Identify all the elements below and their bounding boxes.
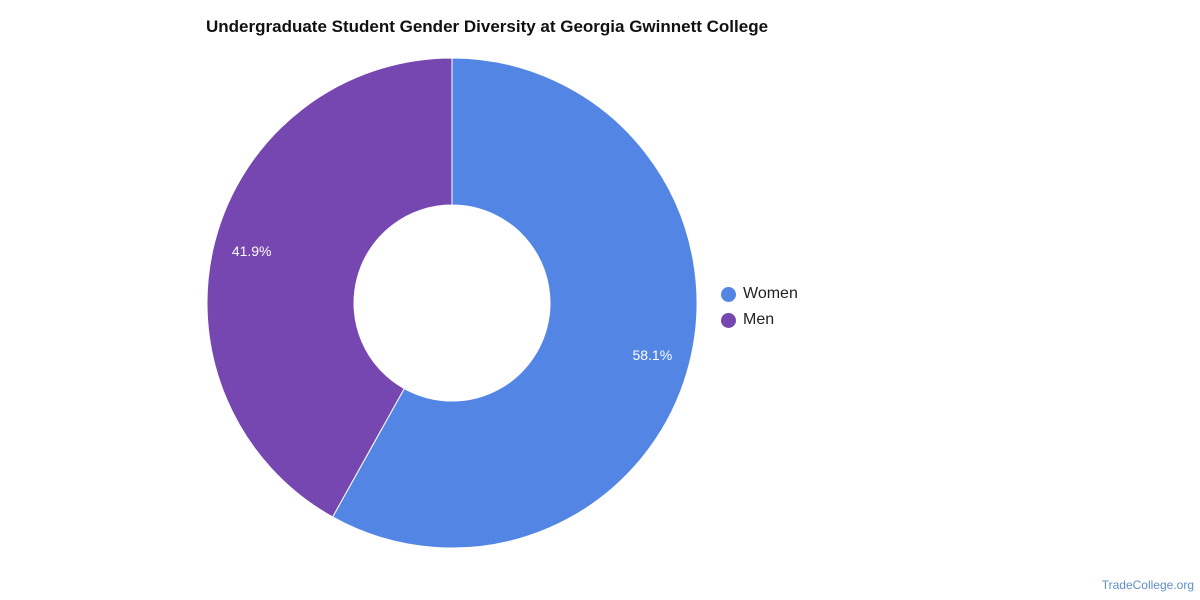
slice-label-women: 58.1% xyxy=(632,347,672,363)
legend-swatch-women xyxy=(721,286,736,302)
legend-label-women: Women xyxy=(743,285,798,302)
slice-label-men: 41.9% xyxy=(232,243,272,259)
legend-item-women[interactable]: Women xyxy=(721,281,798,307)
chart-title: Undergraduate Student Gender Diversity a… xyxy=(206,17,769,36)
legend-swatch-men xyxy=(721,312,736,328)
legend-label-men: Men xyxy=(743,311,775,328)
slice-men[interactable] xyxy=(206,57,453,518)
slice-women[interactable] xyxy=(331,57,698,549)
watermark-link[interactable]: TradeCollege.org xyxy=(1101,578,1194,592)
legend-item-men[interactable]: Men xyxy=(721,307,798,333)
legend: Women Men xyxy=(721,281,798,333)
